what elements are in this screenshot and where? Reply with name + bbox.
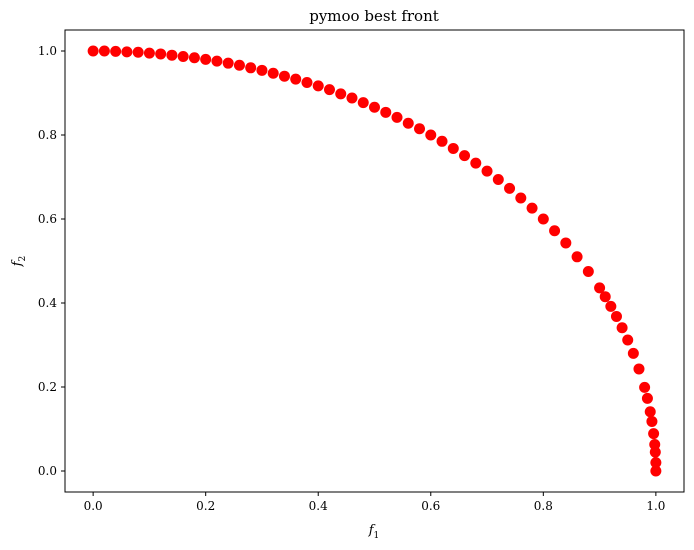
scatter-point bbox=[648, 428, 660, 440]
scatter-point bbox=[87, 45, 99, 57]
scatter-point bbox=[177, 50, 189, 62]
scatter-point bbox=[610, 310, 622, 322]
x-axis-label: f1 bbox=[368, 523, 380, 541]
scatter-point bbox=[537, 213, 549, 225]
scatter-point bbox=[571, 251, 583, 263]
y-axis-label: f2 bbox=[10, 256, 28, 268]
scatter-point bbox=[402, 117, 414, 129]
scatter-point bbox=[639, 381, 651, 393]
x-tick-label: 0.2 bbox=[196, 499, 215, 513]
scatter-point bbox=[425, 129, 437, 141]
scatter-point bbox=[312, 80, 324, 92]
scatter-point bbox=[650, 465, 662, 477]
y-tick-label: 0.4 bbox=[38, 296, 57, 310]
scatter-point bbox=[290, 73, 302, 85]
scatter-point bbox=[481, 165, 493, 177]
scatter-point bbox=[346, 92, 358, 104]
scatter-point bbox=[447, 142, 459, 154]
plot-frame bbox=[64, 29, 685, 493]
x-tick-label: 0.8 bbox=[534, 499, 553, 513]
scatter-point bbox=[549, 225, 561, 237]
scatter-point bbox=[644, 406, 656, 418]
scatter-point bbox=[650, 457, 662, 469]
scatter-point bbox=[166, 49, 178, 61]
y-tick-label: 0.8 bbox=[38, 128, 57, 142]
scatter-point bbox=[560, 237, 572, 249]
y-tick-label: 0.6 bbox=[38, 212, 57, 226]
scatter-point bbox=[211, 55, 223, 67]
x-tick-label: 1.0 bbox=[646, 499, 665, 513]
scatter-point bbox=[646, 415, 658, 427]
x-tick-label: 0.4 bbox=[309, 499, 328, 513]
scatter-point bbox=[110, 45, 122, 57]
scatter-point bbox=[98, 45, 110, 57]
scatter-point bbox=[132, 46, 144, 58]
scatter-point bbox=[616, 322, 628, 334]
scatter-point bbox=[188, 52, 200, 64]
scatter-point bbox=[470, 157, 482, 169]
scatter-point bbox=[357, 97, 369, 109]
scatter-point bbox=[391, 111, 403, 123]
scatter-point bbox=[622, 334, 634, 346]
scatter-point bbox=[278, 70, 290, 82]
axis-ticks: 0.0 0.2 0.4 0.6 0.8 1.0 0.0 0.2 0.4 0.6 0.8 1.0 bbox=[38, 44, 666, 513]
scatter-point bbox=[369, 101, 380, 113]
x-tick-label: 0.0 bbox=[84, 499, 103, 513]
x-tick-label: 0.6 bbox=[421, 499, 440, 513]
y-tick-label: 0.0 bbox=[38, 464, 57, 478]
scatter-point bbox=[515, 192, 527, 204]
scatter-point bbox=[222, 57, 234, 69]
scatter-point bbox=[121, 46, 133, 58]
scatter-point bbox=[380, 106, 392, 118]
scatter-point bbox=[504, 182, 516, 194]
scatter-point bbox=[436, 135, 448, 147]
scatter-points bbox=[87, 45, 662, 477]
scatter-point bbox=[526, 202, 538, 214]
scatter-point bbox=[267, 67, 279, 79]
y-tick-label: 1.0 bbox=[38, 44, 57, 58]
scatter-point bbox=[143, 47, 155, 59]
scatter-point bbox=[256, 64, 268, 76]
scatter-point bbox=[155, 48, 167, 60]
scatter-point bbox=[323, 84, 335, 96]
scatter-point bbox=[245, 62, 257, 74]
scatter-point bbox=[649, 446, 661, 458]
chart-title: pymoo best front bbox=[309, 7, 439, 25]
scatter-point bbox=[599, 291, 611, 303]
scatter-point bbox=[459, 150, 471, 162]
scatter-point bbox=[492, 174, 504, 186]
scatter-point bbox=[627, 347, 639, 359]
scatter-point bbox=[594, 282, 606, 294]
scatter-point bbox=[233, 59, 245, 71]
scatter-point bbox=[301, 77, 313, 88]
scatter-point bbox=[605, 300, 617, 312]
scatter-point bbox=[335, 88, 347, 100]
scatter-point bbox=[414, 123, 426, 135]
scatter-point bbox=[641, 392, 653, 404]
y-tick-label: 0.2 bbox=[38, 380, 57, 394]
scatter-point bbox=[200, 53, 212, 65]
scatter-point bbox=[633, 363, 645, 375]
scatter-point bbox=[582, 266, 594, 277]
